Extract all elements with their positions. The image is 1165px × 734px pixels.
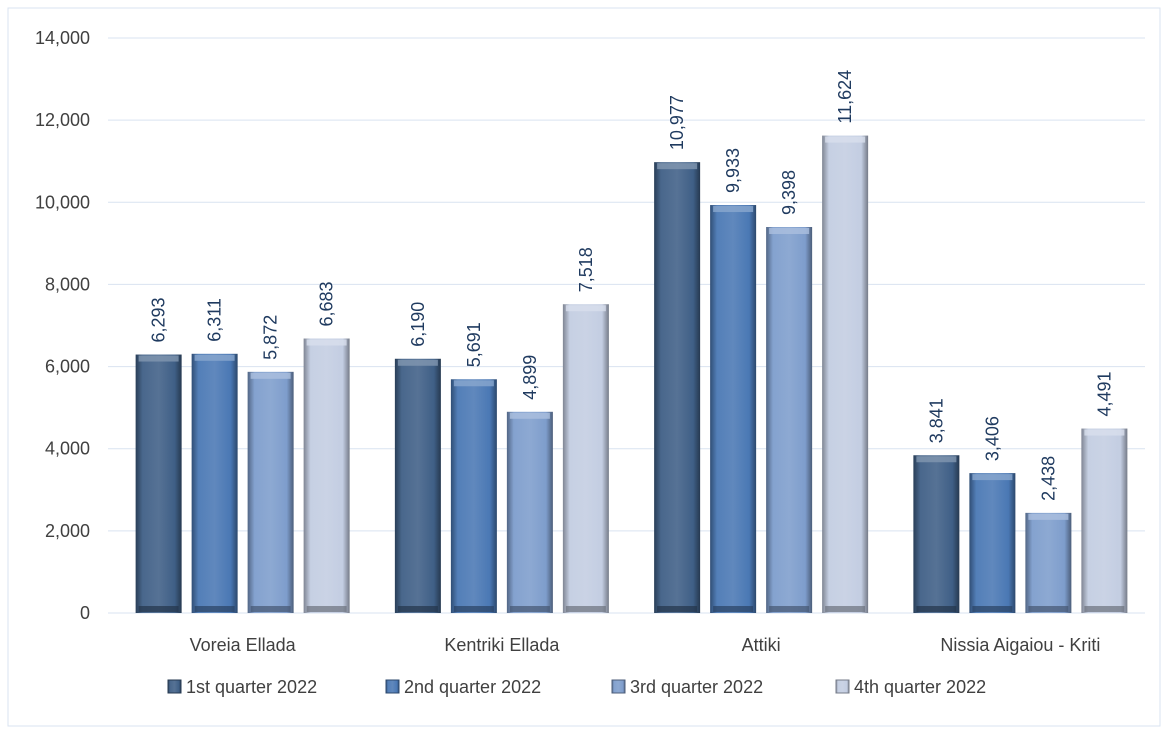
bar-top-bevel: [657, 163, 698, 170]
data-label: 6,190: [408, 302, 428, 347]
bar: [247, 371, 294, 613]
bar: [1081, 428, 1128, 613]
bar-bottom-bevel: [825, 606, 866, 612]
data-label: 2,438: [1038, 456, 1058, 501]
bar-bottom-bevel: [769, 606, 810, 612]
legend: 1st quarter 2022 2nd quarter 2022 3rd quar…: [167, 677, 986, 697]
bar-bottom-bevel: [916, 606, 957, 612]
bar-top-bevel: [194, 354, 235, 361]
data-label: 6,293: [149, 297, 169, 342]
legend-swatch: [611, 679, 626, 694]
data-labels: 6,293 6,311 5,872 6,683 6,190 5,691 4,899 7,518…: [149, 70, 1115, 501]
data-label: 9,398: [779, 170, 799, 215]
y-axis-ticks: 0 2,000 4,000 6,000 8,000 10,000 12,000 14,000: [35, 28, 90, 623]
bar: [654, 162, 701, 613]
y-tick-label: 10,000: [35, 192, 90, 212]
data-label: 4,899: [520, 355, 540, 400]
bar-top-bevel: [565, 305, 606, 312]
bar: [394, 358, 441, 613]
bar: [1025, 512, 1072, 613]
bar-bottom-bevel: [713, 606, 754, 612]
bar: [710, 205, 757, 613]
x-axis-categories: Voreia Ellada Kentriki Ellada Attiki Nissia…: [190, 635, 1101, 655]
bar-top-bevel: [138, 355, 179, 362]
chart-frame: [7, 7, 1161, 727]
legend-label: 3rd quarter 2022: [630, 677, 763, 697]
bar-top-bevel: [509, 412, 550, 419]
legend-label: 1st quarter 2022: [186, 677, 317, 697]
bar-top-bevel: [916, 456, 957, 463]
bar: [766, 227, 813, 613]
data-label: 5,872: [261, 315, 281, 360]
bars: [135, 135, 1128, 614]
y-tick-label: 12,000: [35, 110, 90, 130]
y-tick-label: 4,000: [45, 439, 90, 459]
x-category-label: Attiki: [742, 635, 781, 655]
legend-item: 3rd quarter 2022: [611, 677, 763, 697]
legend-swatch: [385, 679, 400, 694]
bar-bottom-bevel: [306, 606, 347, 612]
bar: [191, 353, 238, 613]
data-label: 10,977: [667, 95, 687, 150]
bar-bottom-bevel: [397, 606, 438, 612]
bar-top-bevel: [250, 372, 291, 379]
data-label: 5,691: [464, 322, 484, 367]
legend-item: 1st quarter 2022: [167, 677, 317, 697]
x-category-label: Kentriki Ellada: [444, 635, 560, 655]
bar-bottom-bevel: [1028, 606, 1069, 612]
x-category-label: Nissia Aigaiou - Kriti: [940, 635, 1100, 655]
bar-bottom-bevel: [657, 606, 698, 612]
y-tick-label: 2,000: [45, 521, 90, 541]
y-tick-label: 0: [80, 603, 90, 623]
y-tick-label: 14,000: [35, 28, 90, 48]
bar-top-bevel: [453, 380, 494, 387]
y-tick-label: 6,000: [45, 357, 90, 377]
bar-top-bevel: [972, 474, 1013, 481]
legend-label: 4th quarter 2022: [854, 677, 986, 697]
bar: [562, 304, 609, 613]
bar: [822, 135, 869, 614]
data-label: 3,406: [982, 416, 1002, 461]
bar-bottom-bevel: [1084, 606, 1125, 612]
bar-top-bevel: [397, 359, 438, 366]
bar: [506, 411, 553, 613]
data-label: 6,683: [317, 281, 337, 326]
data-label: 4,491: [1094, 372, 1114, 417]
bar-bottom-bevel: [250, 606, 291, 612]
data-label: 3,841: [926, 398, 946, 443]
bar-top-bevel: [306, 339, 347, 346]
data-label: 9,933: [723, 148, 743, 193]
bar-bottom-bevel: [453, 606, 494, 612]
data-label: 11,624: [835, 70, 855, 124]
bar-bottom-bevel: [194, 606, 235, 612]
legend-item: 4th quarter 2022: [835, 677, 986, 697]
data-label: 6,311: [205, 298, 225, 342]
legend-item: 2nd quarter 2022: [385, 677, 541, 697]
bar-top-bevel: [713, 206, 754, 213]
bar: [913, 455, 960, 613]
bar-top-bevel: [825, 136, 866, 143]
bar-bottom-bevel: [972, 606, 1013, 612]
bar-bottom-bevel: [509, 606, 550, 612]
bar-top-bevel: [769, 228, 810, 235]
bar: [135, 354, 182, 613]
data-label: 7,518: [576, 247, 596, 292]
bar: [303, 338, 350, 613]
bar: [450, 379, 497, 613]
x-category-label: Voreia Ellada: [190, 635, 297, 655]
bar: [969, 473, 1016, 613]
bar-top-bevel: [1028, 513, 1069, 520]
bar-top-bevel: [1084, 429, 1125, 436]
bar-bottom-bevel: [138, 606, 179, 612]
legend-swatch: [167, 679, 182, 694]
legend-swatch: [835, 679, 850, 694]
legend-label: 2nd quarter 2022: [404, 677, 541, 697]
y-tick-label: 8,000: [45, 274, 90, 294]
bar-bottom-bevel: [565, 606, 606, 612]
